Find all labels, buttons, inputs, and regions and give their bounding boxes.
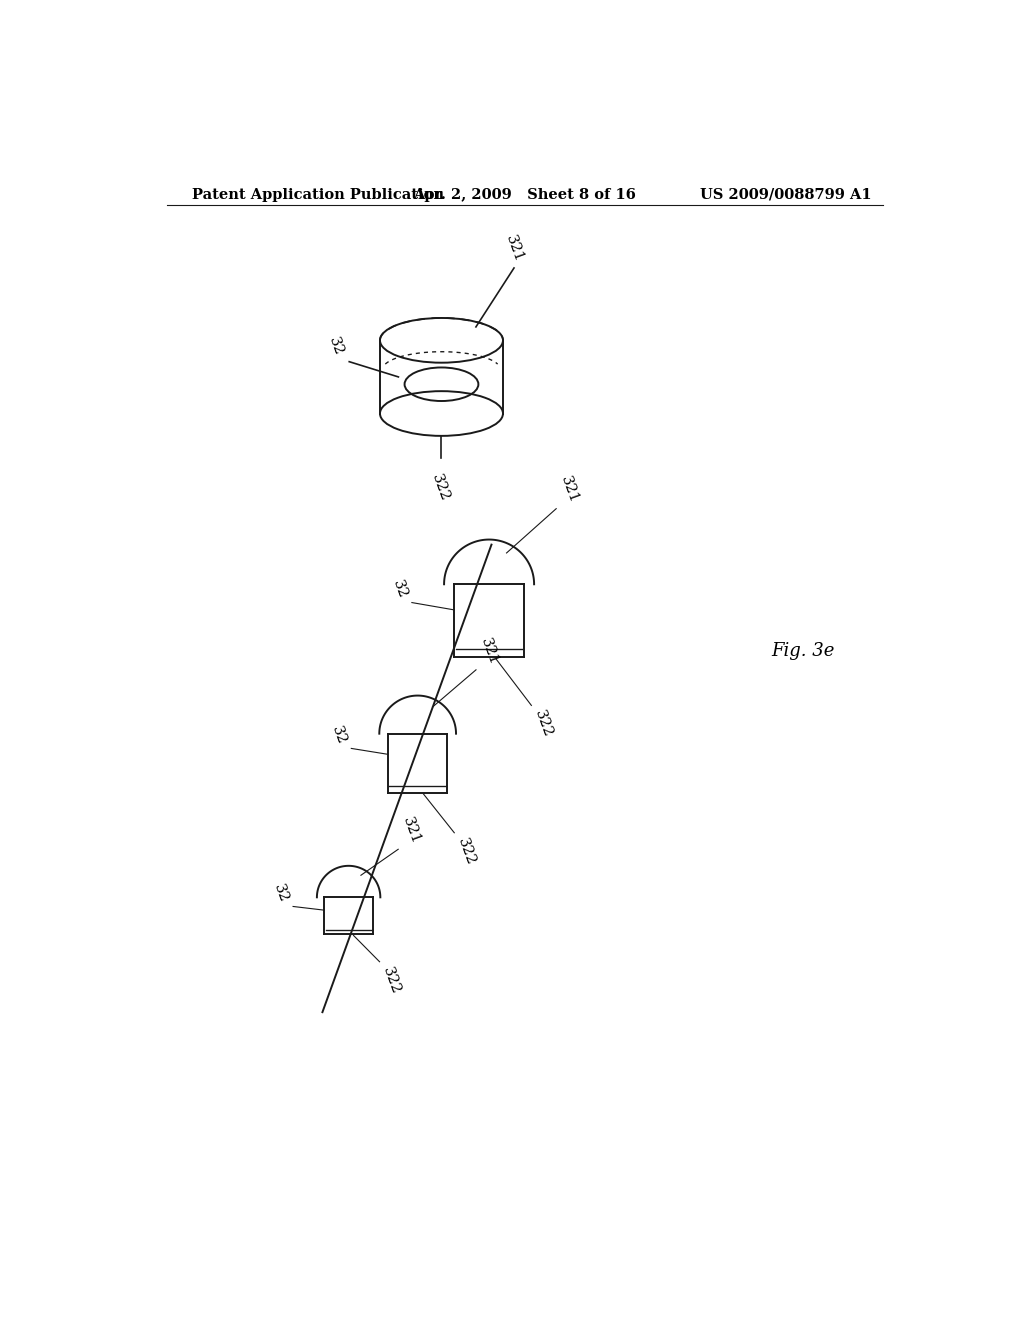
Text: 321: 321 [477,636,500,667]
Text: 322: 322 [429,473,452,503]
Text: Apr. 2, 2009   Sheet 8 of 16: Apr. 2, 2009 Sheet 8 of 16 [414,187,636,202]
Text: 322: 322 [455,836,478,867]
Text: 321: 321 [503,234,525,264]
Text: Patent Application Publication: Patent Application Publication [191,187,443,202]
Text: 321: 321 [558,475,581,506]
Text: US 2009/0088799 A1: US 2009/0088799 A1 [700,187,872,202]
Text: 32: 32 [271,882,291,904]
Text: 32: 32 [326,335,345,358]
Text: 32: 32 [390,578,410,601]
Text: 322: 322 [532,709,555,739]
Text: 322: 322 [380,965,403,995]
Text: Fig. 3e: Fig. 3e [771,643,835,660]
Text: 321: 321 [399,816,422,846]
Text: 32: 32 [330,723,349,746]
